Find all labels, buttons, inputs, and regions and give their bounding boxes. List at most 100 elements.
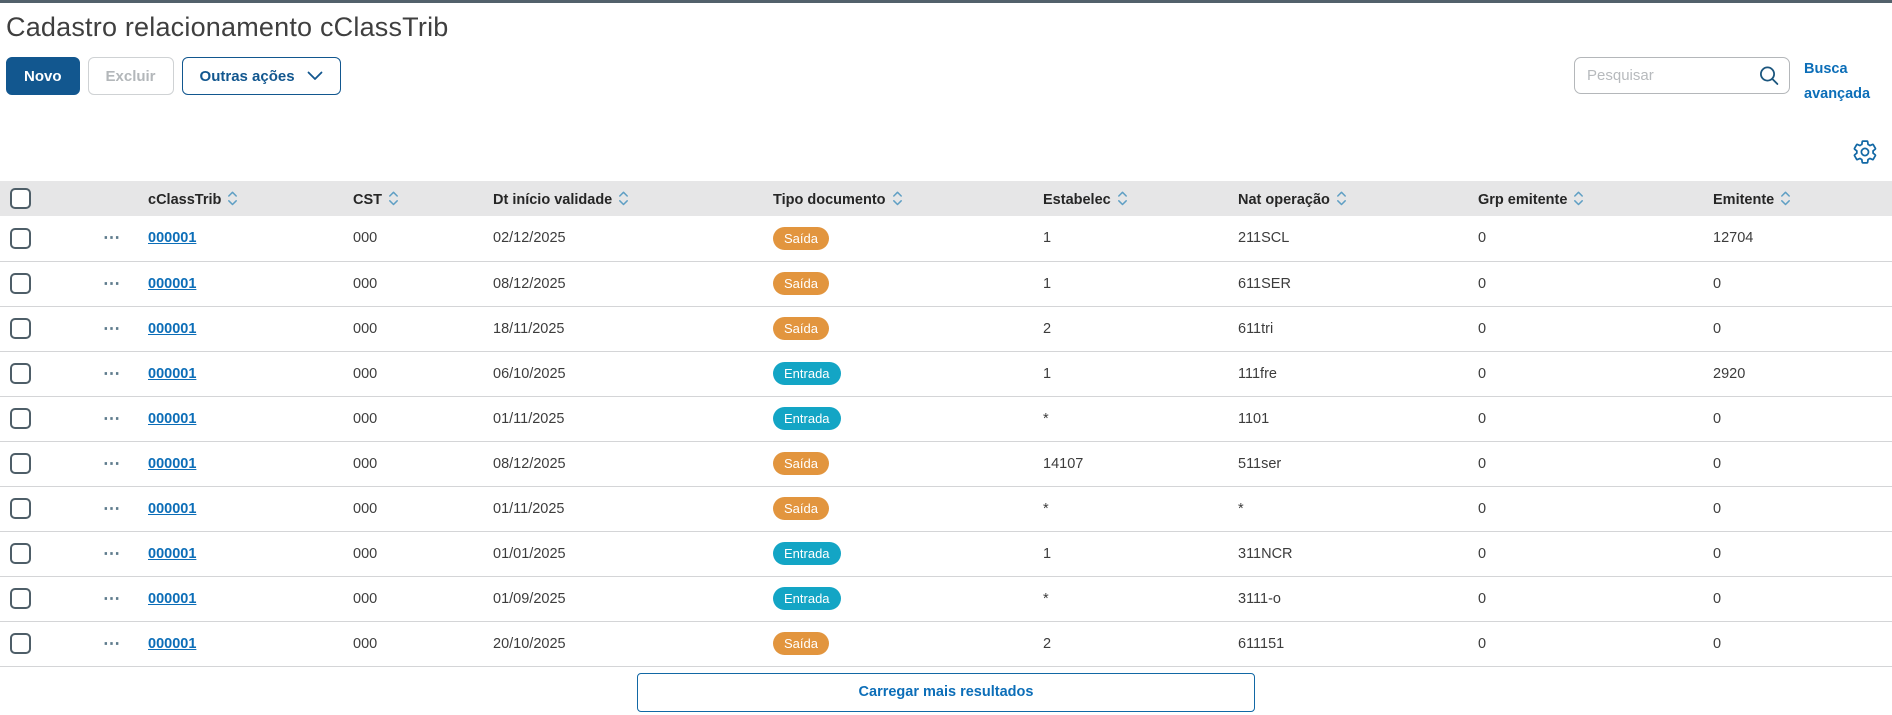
column-label: Dt início validade xyxy=(493,191,613,208)
outras-acoes-label: Outras ações xyxy=(199,67,295,85)
cclasstrib-link[interactable]: 000001 xyxy=(148,230,197,247)
cclasstrib-link[interactable]: 000001 xyxy=(148,365,197,382)
table-row: ⋯ 000001 000 01/09/2025 Entrada * 3111-o… xyxy=(0,576,1892,621)
column-header-tipo_documento[interactable]: Tipo documento xyxy=(765,181,1035,216)
nat-operacao-cell: 3111-o xyxy=(1238,590,1281,607)
dt-inicio-validade-cell: 06/10/2025 xyxy=(493,365,566,382)
row-checkbox[interactable] xyxy=(10,498,31,519)
dt-inicio-validade-cell: 08/12/2025 xyxy=(493,275,566,292)
sort-updown-icon[interactable] xyxy=(886,191,903,208)
cst-cell: 000 xyxy=(353,320,378,337)
row-more-actions-ellipsis-icon[interactable]: ⋯ xyxy=(103,273,122,293)
dt-inicio-validade-cell: 20/10/2025 xyxy=(493,635,566,652)
dt-inicio-validade-cell: 01/11/2025 xyxy=(493,500,565,517)
grp-emitente-cell: 0 xyxy=(1478,320,1487,337)
toolbar-search-area: Busca avançada xyxy=(1574,57,1876,107)
sort-updown-icon[interactable] xyxy=(1330,191,1347,208)
nat-operacao-cell: 211SCL xyxy=(1238,230,1290,247)
tipo-documento-cell: Saída xyxy=(765,621,1035,666)
row-more-actions-ellipsis-icon[interactable]: ⋯ xyxy=(103,453,122,473)
outras-acoes-button[interactable]: Outras ações xyxy=(181,57,341,95)
grp-emitente-cell: 0 xyxy=(1478,545,1487,562)
cclasstrib-link[interactable]: 000001 xyxy=(148,635,197,652)
estabelec-cell: 2 xyxy=(1043,320,1052,337)
chevron-down-icon xyxy=(307,68,323,85)
gear-icon[interactable] xyxy=(1852,139,1878,170)
tipo-documento-badge: Entrada xyxy=(773,542,841,565)
select-all-checkbox[interactable] xyxy=(10,188,31,209)
column-header-nat_operacao[interactable]: Nat operação xyxy=(1230,181,1470,216)
tipo-documento-badge: Saída xyxy=(773,272,829,295)
cclasstrib-link[interactable]: 000001 xyxy=(148,320,197,337)
row-checkbox[interactable] xyxy=(10,588,31,609)
tipo-documento-badge: Saída xyxy=(773,632,829,655)
tipo-documento-cell: Saída xyxy=(765,441,1035,486)
toolbar: Novo Excluir Outras ações Busca avançada xyxy=(6,57,1886,107)
emitente-cell: 0 xyxy=(1713,275,1722,292)
cst-cell: 000 xyxy=(353,410,378,427)
sort-updown-icon[interactable] xyxy=(221,191,238,208)
row-checkbox[interactable] xyxy=(10,453,31,474)
cclasstrib-link[interactable]: 000001 xyxy=(148,590,197,607)
novo-button[interactable]: Novo xyxy=(6,57,80,95)
cst-cell: 000 xyxy=(353,590,378,607)
row-more-actions-ellipsis-icon[interactable]: ⋯ xyxy=(103,318,122,338)
row-actions-header xyxy=(95,181,140,216)
load-more-row: Carregar mais resultados xyxy=(0,672,1892,712)
tipo-documento-cell: Saída xyxy=(765,486,1035,531)
emitente-cell: 0 xyxy=(1713,320,1722,337)
cclasstrib-link[interactable]: 000001 xyxy=(148,275,197,292)
grp-emitente-cell: 0 xyxy=(1478,275,1487,292)
row-more-actions-ellipsis-icon[interactable]: ⋯ xyxy=(103,588,122,608)
row-checkbox[interactable] xyxy=(10,273,31,294)
nat-operacao-cell: 511ser xyxy=(1238,455,1282,472)
search-input[interactable] xyxy=(1574,57,1790,94)
nat-operacao-cell: 611tri xyxy=(1238,320,1274,337)
row-more-actions-ellipsis-icon[interactable]: ⋯ xyxy=(103,633,122,653)
cclasstrib-link[interactable]: 000001 xyxy=(148,410,197,427)
column-header-cst[interactable]: CST xyxy=(345,181,485,216)
row-checkbox[interactable] xyxy=(10,227,31,249)
tipo-documento-cell: Entrada xyxy=(765,531,1035,576)
tipo-documento-badge: Saída xyxy=(773,497,829,520)
tipo-documento-cell: Saída xyxy=(765,261,1035,306)
row-checkbox[interactable] xyxy=(10,318,31,339)
column-header-estabelec[interactable]: Estabelec xyxy=(1035,181,1230,216)
table-row: ⋯ 000001 000 01/01/2025 Entrada 1 311NCR… xyxy=(0,531,1892,576)
row-checkbox[interactable] xyxy=(10,633,31,654)
row-more-actions-ellipsis-icon[interactable]: ⋯ xyxy=(103,363,122,383)
cclasstrib-link[interactable]: 000001 xyxy=(148,500,197,517)
emitente-cell: 0 xyxy=(1713,590,1722,607)
row-more-actions-ellipsis-icon[interactable]: ⋯ xyxy=(103,543,122,563)
column-header-cclasstrib[interactable]: cClassTrib xyxy=(140,181,345,216)
row-more-actions-ellipsis-icon[interactable]: ⋯ xyxy=(103,498,122,518)
sort-updown-icon[interactable] xyxy=(1567,191,1584,208)
cclasstrib-link[interactable]: 000001 xyxy=(148,455,197,472)
tipo-documento-badge: Saída xyxy=(773,226,829,250)
emitente-cell: 0 xyxy=(1713,545,1722,562)
table-row: ⋯ 000001 000 01/11/2025 Saída * * 0 0 xyxy=(0,486,1892,531)
column-header-dt_inicio_validade[interactable]: Dt início validade xyxy=(485,181,765,216)
tipo-documento-badge: Entrada xyxy=(773,587,841,610)
sort-updown-icon[interactable] xyxy=(382,191,399,208)
toolbar-actions: Novo Excluir Outras ações xyxy=(6,57,341,95)
emitente-cell: 0 xyxy=(1713,410,1722,427)
load-more-button[interactable]: Carregar mais resultados xyxy=(637,672,1255,712)
table-row: ⋯ 000001 000 20/10/2025 Saída 2 611151 0… xyxy=(0,621,1892,666)
row-checkbox[interactable] xyxy=(10,408,31,429)
search-icon[interactable] xyxy=(1757,64,1781,93)
column-header-grp_emitente[interactable]: Grp emitente xyxy=(1470,181,1705,216)
row-more-actions-ellipsis-icon[interactable]: ⋯ xyxy=(103,408,122,428)
advanced-search-link[interactable]: Busca avançada xyxy=(1804,61,1871,102)
tipo-documento-cell: Entrada xyxy=(765,396,1035,441)
emitente-cell: 2920 xyxy=(1713,365,1746,382)
row-checkbox[interactable] xyxy=(10,543,31,564)
row-more-actions-ellipsis-icon[interactable]: ⋯ xyxy=(103,228,122,248)
row-checkbox[interactable] xyxy=(10,363,31,384)
excluir-button[interactable]: Excluir xyxy=(87,57,174,95)
sort-updown-icon[interactable] xyxy=(1111,191,1128,208)
sort-updown-icon[interactable] xyxy=(612,191,629,208)
sort-updown-icon[interactable] xyxy=(1774,191,1791,208)
cclasstrib-link[interactable]: 000001 xyxy=(148,545,197,562)
column-header-emitente[interactable]: Emitente xyxy=(1705,181,1892,216)
